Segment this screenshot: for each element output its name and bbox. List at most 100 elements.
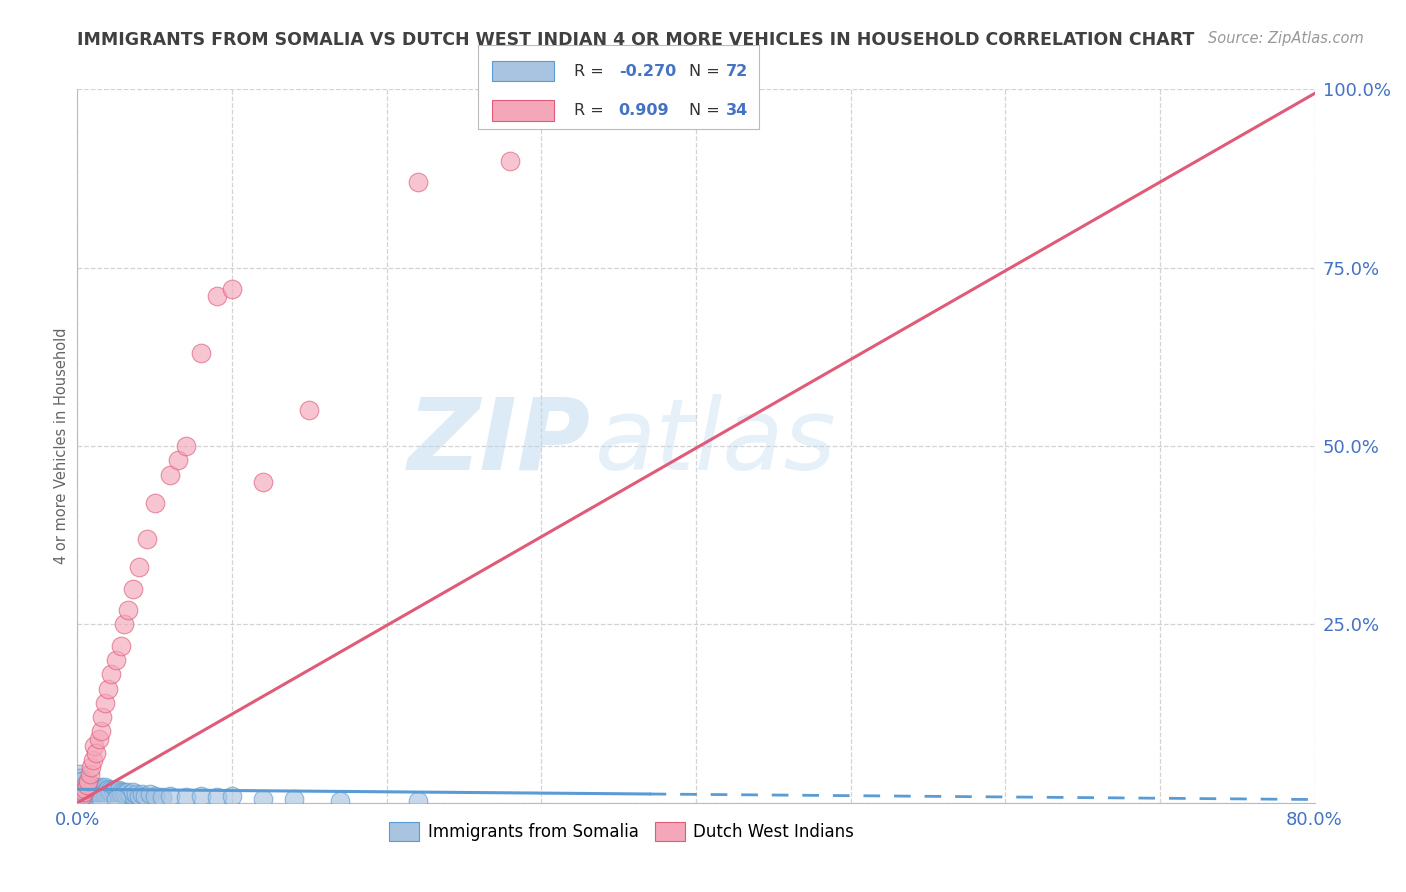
Point <box>118 787 141 801</box>
Point <box>205 289 228 303</box>
Point <box>94 696 117 710</box>
Point <box>159 467 181 482</box>
FancyBboxPatch shape <box>492 61 554 81</box>
Point <box>100 667 122 681</box>
Point <box>117 603 139 617</box>
Point <box>82 780 104 794</box>
Text: 34: 34 <box>725 103 748 119</box>
Point <box>112 617 135 632</box>
Point <box>77 781 100 796</box>
Point <box>90 780 111 794</box>
Point <box>167 453 190 467</box>
Point <box>90 783 111 797</box>
Point <box>76 787 98 801</box>
Point <box>72 787 94 801</box>
Point <box>94 785 117 799</box>
Text: N =: N = <box>689 64 725 79</box>
Point <box>72 785 94 799</box>
Text: ZIP: ZIP <box>408 394 591 491</box>
Point <box>115 785 138 799</box>
Point <box>90 792 111 806</box>
Text: atlas: atlas <box>595 394 837 491</box>
Point <box>190 789 212 803</box>
Point <box>75 778 96 792</box>
Point <box>143 789 166 803</box>
Point <box>70 783 93 797</box>
Point <box>105 783 127 797</box>
Point <box>87 781 110 796</box>
Point <box>97 781 120 796</box>
Point <box>84 783 107 797</box>
Point <box>329 794 352 808</box>
Point <box>79 778 101 792</box>
Point <box>91 710 114 724</box>
Point <box>83 781 105 796</box>
Point <box>139 787 162 801</box>
Point <box>79 783 101 797</box>
Point <box>205 790 228 805</box>
Point <box>82 783 104 797</box>
Point <box>499 153 522 168</box>
Point <box>77 785 100 799</box>
Point <box>72 781 94 796</box>
Point <box>131 787 153 801</box>
Point <box>94 780 117 794</box>
Point <box>84 780 107 794</box>
Point <box>83 739 105 753</box>
Point <box>67 778 90 792</box>
Point <box>221 282 243 296</box>
Point <box>406 175 429 189</box>
Point <box>83 785 105 799</box>
Legend: Immigrants from Somalia, Dutch West Indians: Immigrants from Somalia, Dutch West Indi… <box>382 815 860 848</box>
Point <box>298 403 321 417</box>
Point <box>122 785 145 799</box>
Point <box>97 681 120 696</box>
Point <box>159 789 181 803</box>
Point <box>75 780 96 794</box>
Point <box>96 783 118 797</box>
Point <box>252 475 274 489</box>
Text: -0.270: -0.270 <box>619 64 676 79</box>
Point <box>67 767 90 781</box>
Point <box>128 789 150 803</box>
Point <box>76 778 98 792</box>
Point <box>69 771 91 785</box>
Point <box>101 783 124 797</box>
Point <box>87 731 110 746</box>
Point <box>174 790 197 805</box>
Point <box>134 789 156 803</box>
Point <box>110 785 132 799</box>
Text: N =: N = <box>689 103 725 119</box>
Point <box>91 781 114 796</box>
Point <box>107 785 129 799</box>
Point <box>128 560 150 574</box>
Point <box>91 785 114 799</box>
Point <box>110 639 132 653</box>
Point <box>122 582 145 596</box>
Point <box>75 785 96 799</box>
Point <box>75 781 96 796</box>
Point <box>103 785 125 799</box>
Text: Source: ZipAtlas.com: Source: ZipAtlas.com <box>1208 31 1364 46</box>
Point <box>283 792 305 806</box>
Point <box>80 781 103 796</box>
Point <box>406 794 429 808</box>
Point <box>87 785 110 799</box>
Point <box>70 778 93 792</box>
Point <box>86 785 108 799</box>
Text: 0.909: 0.909 <box>619 103 669 119</box>
Text: 72: 72 <box>725 64 748 79</box>
Point <box>90 724 111 739</box>
Point <box>70 789 93 803</box>
Point <box>76 783 98 797</box>
Text: IMMIGRANTS FROM SOMALIA VS DUTCH WEST INDIAN 4 OR MORE VEHICLES IN HOUSEHOLD COR: IMMIGRANTS FROM SOMALIA VS DUTCH WEST IN… <box>77 31 1195 49</box>
Point <box>111 787 134 801</box>
Point <box>105 791 127 805</box>
Point <box>100 785 122 799</box>
Point <box>77 774 100 789</box>
Text: R =: R = <box>574 64 609 79</box>
Point <box>136 532 159 546</box>
Point <box>190 346 212 360</box>
Point <box>105 653 127 667</box>
Point <box>152 790 174 805</box>
